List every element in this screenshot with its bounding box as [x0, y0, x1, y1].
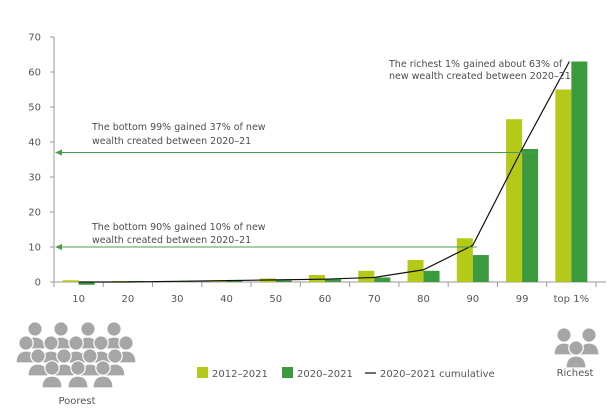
x-axis: 10 20 30 40 50 60 70 80 90 99 top 1% [53, 281, 606, 305]
bar [571, 61, 588, 282]
person-icon [67, 360, 89, 389]
x-tick-label: 20 [122, 294, 135, 305]
annotation-bottom90-line2: wealth created between 2020–21 [92, 235, 251, 246]
bar [226, 280, 243, 282]
y-tick-label: 40 [28, 138, 41, 149]
people-icons: Poorest Richest [15, 321, 600, 407]
y-tick-label: 60 [28, 68, 41, 79]
annotation-bottom90-line1: The bottom 90% gained 10% of new [91, 222, 266, 233]
arrow-bottom90-head [55, 244, 62, 250]
legend-label-2020-2021: 2020–2021 [297, 369, 353, 380]
y-tick-label: 10 [28, 243, 41, 254]
bar [358, 270, 375, 282]
y-tick-label: 30 [28, 173, 41, 184]
y-tick-label: 0 [35, 278, 41, 289]
x-tick-label: top 1% [554, 294, 589, 305]
person-icon [565, 340, 587, 369]
person-icon [92, 360, 114, 389]
person-icon [41, 360, 63, 389]
person-icon [578, 327, 600, 356]
bar [423, 270, 440, 282]
bar [472, 255, 489, 282]
y-tick-label: 50 [28, 103, 41, 114]
bar [522, 149, 539, 282]
x-tick-label: 40 [220, 294, 233, 305]
person-icon [40, 335, 62, 364]
y-axis: 0 10 20 30 40 50 60 70 [28, 33, 55, 289]
bar [555, 89, 572, 282]
annotation-bottom99-line1: The bottom 99% gained 37% of new [91, 122, 266, 133]
legend-swatch-2012-2021 [197, 367, 208, 378]
arrow-bottom99-head [55, 149, 62, 156]
x-tick-label: 90 [466, 294, 479, 305]
x-tick-label: 60 [319, 294, 332, 305]
cumulative-line-path [78, 61, 570, 283]
y-tick-label: 70 [28, 33, 41, 44]
x-tick-label: 50 [269, 294, 282, 305]
annotation-bottom99-line2: wealth created between 2020–21 [92, 136, 251, 147]
legend-swatch-2020-2021 [282, 367, 293, 378]
bar [325, 279, 341, 282]
poorest-label: Poorest [58, 396, 95, 407]
x-tick-label: 70 [368, 294, 381, 305]
bars [62, 61, 588, 285]
bar [506, 119, 523, 282]
cumulative-line [78, 61, 570, 283]
bar [456, 238, 473, 282]
bar [62, 280, 79, 282]
legend-label-2012-2021: 2012–2021 [212, 369, 268, 380]
x-tick-label: 30 [171, 294, 184, 305]
x-tick-label: 10 [72, 294, 85, 305]
annotation-richest-line2: new wealth created between 2020–21 [389, 71, 571, 82]
y-tick-label: 20 [28, 208, 41, 219]
bar [275, 280, 292, 282]
bar [78, 282, 95, 285]
x-tick-label: 99 [516, 294, 529, 305]
person-icon [27, 348, 49, 377]
annotation-richest-line1: The richest 1% gained about 63% of [388, 59, 563, 70]
person-icon [15, 335, 37, 364]
richest-label: Richest [557, 368, 594, 379]
legend-label-cumulative: 2020–2021 cumulative [380, 369, 495, 380]
bar [374, 277, 391, 282]
legend: 2012–2021 2020–2021 2020–2021 cumulative [197, 367, 495, 380]
bar [309, 275, 325, 282]
x-tick-label: 80 [417, 294, 430, 305]
